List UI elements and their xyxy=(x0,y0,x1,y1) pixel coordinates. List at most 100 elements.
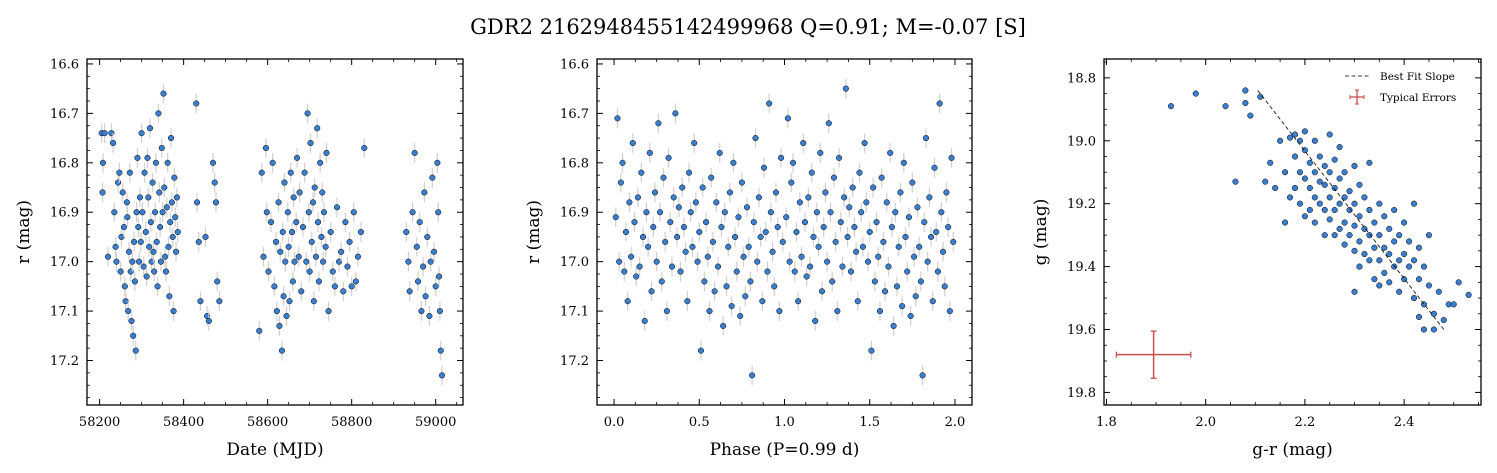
colormag-point xyxy=(1306,206,1313,214)
lightcurve-point xyxy=(125,308,132,315)
lightcurve-point xyxy=(151,268,158,275)
phased-point xyxy=(740,253,747,260)
lightcurve-point xyxy=(193,100,200,107)
phased-point xyxy=(909,179,916,186)
lightcurve-point xyxy=(273,238,280,245)
lightcurve-point xyxy=(131,278,138,285)
phased-point xyxy=(735,214,742,221)
lightcurve-point xyxy=(171,174,178,181)
phased-point xyxy=(769,248,776,255)
lightcurve-point xyxy=(357,228,364,236)
colormag-point xyxy=(1341,219,1348,226)
phased-point xyxy=(853,248,860,255)
phased-point xyxy=(801,219,809,226)
lightcurve-point xyxy=(165,243,172,250)
lightcurve-point xyxy=(211,179,218,186)
phased-point xyxy=(629,139,636,147)
phased-point xyxy=(812,317,819,325)
phased-xtick-label: 0.0 xyxy=(604,415,625,430)
lightcurve-point xyxy=(291,258,298,265)
colormag-point xyxy=(1321,206,1328,214)
lightcurve-point xyxy=(327,228,334,236)
lightcurve-point xyxy=(156,189,163,196)
phased-point xyxy=(718,224,725,231)
colormag-point xyxy=(1401,219,1408,226)
colormag-point xyxy=(1366,206,1373,214)
phased-point xyxy=(692,199,699,206)
phased-point xyxy=(950,238,957,245)
colormag-point xyxy=(1306,159,1313,166)
phased-point xyxy=(844,233,851,240)
lightcurve-point xyxy=(149,179,156,186)
colormag-point xyxy=(1277,137,1284,144)
phased-point xyxy=(917,278,924,285)
lightcurve-point xyxy=(147,219,154,226)
phased-point xyxy=(938,209,945,216)
colormag-point xyxy=(1341,169,1348,176)
phased-point xyxy=(805,194,812,201)
phased-xtick-label: 2.0 xyxy=(945,415,966,430)
lightcurve-point xyxy=(309,199,317,206)
colormag-ytick-label: 19.6 xyxy=(1067,323,1096,338)
phased-point xyxy=(847,268,855,275)
phased-point xyxy=(837,219,844,226)
phased-point xyxy=(904,268,911,275)
colormag-point xyxy=(1331,232,1338,239)
lightcurve-axes-frame xyxy=(86,58,464,406)
colormag-point xyxy=(1336,225,1343,232)
lightcurve-point xyxy=(205,317,212,325)
lightcurve-point xyxy=(120,224,128,231)
lightcurve-point xyxy=(143,273,150,280)
phased-point xyxy=(732,233,739,240)
lightcurve-panel: 58200 58400 58600 58800 59000 16.6 16.7 16.8 16.… xyxy=(14,57,464,460)
lightcurve-point xyxy=(169,233,176,240)
phased-point xyxy=(622,228,630,236)
lightcurve-point xyxy=(256,327,263,334)
phased-point xyxy=(749,372,756,379)
colormag-point xyxy=(1321,162,1328,169)
lightcurve-point xyxy=(262,144,270,152)
phased-point xyxy=(883,199,890,206)
lightcurve-point xyxy=(285,243,292,250)
phased-point xyxy=(767,209,774,216)
lightcurve-xtick-label: 58200 xyxy=(79,415,120,430)
phased-xlabel: Phase (P=0.99 d) xyxy=(710,440,860,460)
phased-point xyxy=(933,228,940,236)
phased-point xyxy=(871,278,878,285)
colormag-point xyxy=(1331,206,1338,214)
phased-point xyxy=(713,199,720,206)
lightcurve-point xyxy=(137,238,144,245)
colormag-point xyxy=(1420,326,1428,333)
colormag-point xyxy=(1326,216,1333,223)
phased-point xyxy=(760,164,768,171)
phased-point xyxy=(868,347,875,354)
lightcurve-point xyxy=(275,199,282,206)
lightcurve-point xyxy=(348,283,355,290)
lightcurve-point xyxy=(338,248,345,255)
colormag-point xyxy=(1242,87,1249,94)
phased-point xyxy=(742,293,749,300)
phased-point xyxy=(631,219,638,226)
phased-point xyxy=(849,184,856,191)
phased-point xyxy=(704,253,711,260)
lightcurve-point xyxy=(170,308,177,315)
figure-title: GDR2 2162948455142499968 Q=0.91; M=-0.07… xyxy=(470,15,1026,39)
colormag-xtick-label: 2.0 xyxy=(1195,415,1216,430)
lightcurve-point xyxy=(340,288,347,295)
phased-point xyxy=(772,189,780,196)
phased-point xyxy=(817,149,824,156)
lightcurve-point xyxy=(263,209,270,216)
lightcurve-point xyxy=(142,228,149,236)
colormag-point xyxy=(1272,184,1279,192)
phased-point xyxy=(668,263,676,270)
colormag-point xyxy=(1331,156,1338,163)
lightcurve-point xyxy=(152,209,159,216)
colormag-xtick-label: 2.2 xyxy=(1295,415,1316,430)
colormag-point xyxy=(1336,144,1343,151)
lightcurve-point xyxy=(166,293,173,300)
lightcurve-point xyxy=(352,278,359,285)
colormag-point xyxy=(1406,263,1413,270)
phased-ticks: 0.0 0.5 1.0 1.5 2.0 16.6 16.7 16.8 16.9 17.0 17.1 1… xyxy=(560,57,972,430)
phased-point xyxy=(897,189,904,196)
colormag-point xyxy=(1346,188,1353,195)
